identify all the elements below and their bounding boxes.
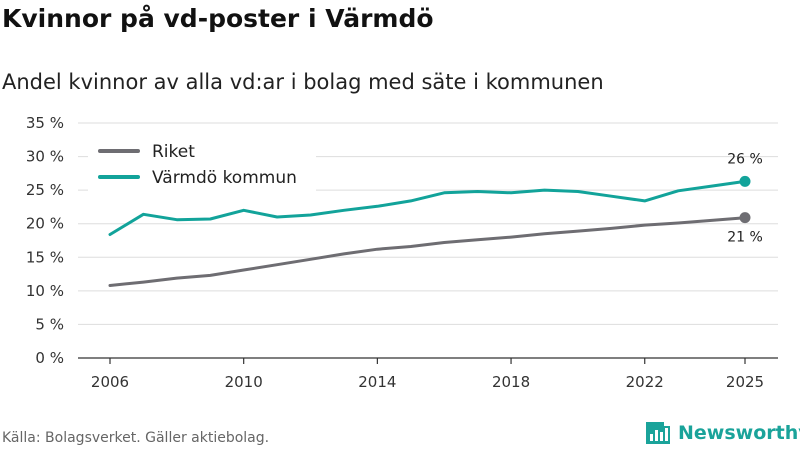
series-end-point <box>739 212 751 224</box>
y-tick-label: 30 % <box>26 148 64 166</box>
series-line-riket <box>108 216 747 287</box>
x-tick-label: 2014 <box>358 373 396 391</box>
y-tick-label: 15 % <box>26 248 64 266</box>
data-label: 26 % <box>727 151 763 167</box>
series-line-varmdo <box>108 179 747 236</box>
y-tick-label: 25 % <box>26 181 64 199</box>
y-tick-label: 35 % <box>26 114 64 132</box>
y-tick-label: 5 % <box>35 315 64 333</box>
chart-title: Kvinnor på vd-poster i Värmdö <box>2 4 434 33</box>
x-tick-label: 2022 <box>626 373 664 391</box>
brand-logo: Newsworthy <box>644 419 800 447</box>
brand-name: Newsworthy <box>678 422 800 444</box>
series-end-point <box>739 175 751 187</box>
chart-subtitle: Andel kvinnor av alla vd:ar i bolag med … <box>2 70 604 94</box>
y-tick-label: 0 % <box>35 349 64 367</box>
y-tick-label: 20 % <box>26 215 64 233</box>
x-tick-label: 2025 <box>726 373 764 391</box>
newsworthy-logo-icon <box>646 422 670 444</box>
x-tick-label: 2018 <box>492 373 530 391</box>
y-tick-label: 10 % <box>26 282 64 300</box>
data-label: 21 % <box>727 230 763 246</box>
legend-background <box>88 132 316 196</box>
legend-label: Värmdö kommun <box>152 168 297 188</box>
source-note: Källa: Bolagsverket. Gäller aktiebolag. <box>2 430 270 446</box>
x-tick-label: 2010 <box>225 373 263 391</box>
legend-label: Riket <box>152 142 195 162</box>
x-tick-label: 2006 <box>91 373 129 391</box>
